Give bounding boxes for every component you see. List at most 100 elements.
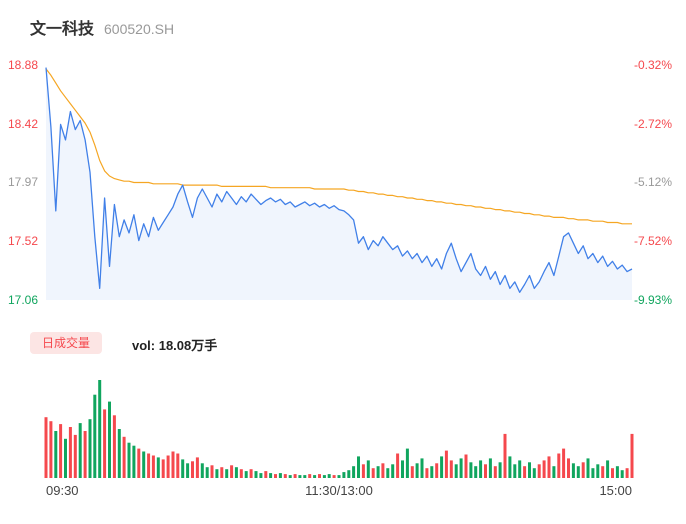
volume-bar [132, 445, 136, 478]
price-axis-label-3: 17.97 [8, 175, 39, 189]
volume-bar [474, 466, 478, 478]
stock-name: 文一科技 [30, 21, 95, 38]
volume-bar [464, 454, 468, 478]
volume-bar [528, 462, 531, 478]
volume-bar [78, 423, 82, 478]
volume-bar [342, 472, 346, 478]
volume-bar [625, 468, 629, 478]
volume-bar [366, 460, 370, 478]
volume-bar [161, 459, 165, 478]
volume-bar [254, 471, 258, 478]
volume-bar [484, 464, 487, 478]
volume-readout: vol: 18.08万手 [132, 338, 218, 353]
volume-bar [337, 475, 341, 478]
volume-bar [93, 394, 97, 478]
volume-bar [596, 464, 600, 478]
volume-bar [415, 463, 419, 478]
volume-bar [532, 468, 536, 478]
volume-bar [606, 460, 610, 478]
volume-bar [234, 467, 238, 478]
volume-bar [44, 417, 48, 478]
volume-bar [376, 466, 380, 478]
volume-bar [347, 470, 351, 478]
percent-axis-label-2: -2.72% [633, 117, 672, 131]
volume-bar [493, 466, 497, 478]
volume-bar [410, 466, 414, 478]
daily-volume-tab[interactable]: 日成交量 [30, 332, 103, 354]
volume-bar [405, 448, 409, 478]
volume-bar [562, 448, 566, 478]
stock-code: 600520.SH [104, 21, 175, 37]
volume-bar [186, 463, 190, 478]
volume-bar [220, 467, 224, 478]
price-axis-label-2: 18.42 [8, 117, 39, 131]
volume-bar [313, 475, 317, 478]
percent-axis-label-1: -0.32% [633, 58, 672, 72]
volume-bar [523, 466, 527, 478]
volume-bar [401, 460, 404, 478]
volume-bar [274, 474, 277, 478]
volume-bar [73, 434, 77, 478]
volume-bar [64, 438, 67, 478]
volume-bar [620, 470, 624, 478]
volume-bar [244, 471, 248, 478]
volume-bar [357, 456, 360, 478]
volume-bar [615, 466, 619, 478]
volume-bar [210, 465, 214, 478]
price-axis-label-1: 18.88 [8, 58, 39, 72]
header: 文一科技 600520.SH [30, 15, 174, 39]
volume-bar [200, 463, 204, 478]
volume-bar [630, 433, 634, 478]
volume-bar [59, 424, 63, 478]
volume-bar [576, 466, 580, 478]
volume-bar [181, 459, 185, 478]
volume-bar [322, 475, 326, 478]
volume-bar [278, 473, 282, 478]
volume-bar [542, 460, 546, 478]
volume-bar [396, 453, 400, 478]
volume-bar [567, 458, 570, 478]
volume-bar [435, 463, 439, 478]
volume-bar [49, 421, 53, 478]
volume-bar [552, 466, 556, 478]
volume-bar [68, 427, 72, 478]
volume-bar [259, 473, 263, 478]
volume-bar [308, 474, 312, 478]
volume-bar [195, 457, 199, 478]
volume-bar [142, 451, 146, 478]
volume-bar [205, 467, 209, 478]
volume-bar [127, 442, 131, 478]
volume-bar [283, 474, 287, 478]
volume-bar [122, 436, 126, 478]
volume-bar [83, 431, 87, 478]
volume-bar [191, 461, 194, 478]
time-axis-label-close: 15:00 [599, 483, 632, 498]
price-axis-label-4: 17.52 [8, 234, 39, 248]
volume-bar [264, 471, 268, 478]
volume-bar [54, 431, 58, 478]
volume-bar [239, 469, 243, 478]
volume-bar [303, 475, 307, 478]
volume-bar [318, 474, 321, 478]
volume-bar [225, 469, 229, 478]
volume-bar [230, 465, 234, 478]
volume-bar [591, 468, 595, 478]
volume-bar [269, 473, 273, 478]
time-axis-label-open: 09:30 [46, 483, 79, 498]
volume-bar [137, 448, 141, 478]
volume-bar [547, 456, 551, 478]
volume-bar [166, 455, 170, 478]
volume-bar [449, 460, 453, 478]
percent-axis-label-3: -5.12% [633, 175, 672, 189]
volume-bar [425, 468, 429, 478]
volume-bar [581, 462, 585, 478]
volume-bar [327, 474, 331, 478]
volume-bar [117, 429, 121, 478]
volume-bar [249, 469, 253, 478]
volume-bar [293, 474, 297, 478]
volume-bar [571, 463, 575, 478]
volume-bar [586, 458, 590, 478]
volume-bar [391, 464, 395, 478]
